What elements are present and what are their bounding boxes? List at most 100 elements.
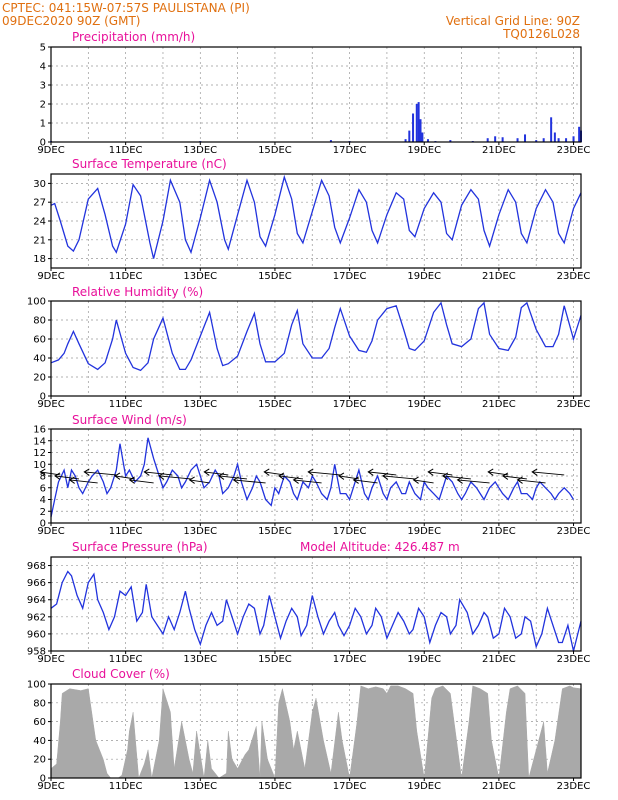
precip-panel: 0 1 2 3 4 5 9DEC 11DEC 13DEC 15DEC 17DEC 19DEC 21DEC… <box>37 43 590 157</box>
cloud-area <box>50 685 582 779</box>
wind-arrowhead <box>307 468 314 476</box>
wind-xtick: 15DEC <box>258 526 292 537</box>
pressure-ytick: 968 <box>27 561 46 572</box>
temp-ytick: 24 <box>33 217 46 228</box>
rh-xtick: 19DEC <box>407 399 441 410</box>
pressure-title: Surface Pressure (hPa) <box>72 540 208 554</box>
cloud-ytick: 20 <box>33 755 46 766</box>
temp-panel: 18 21 24 27 30 9DEC 11DEC 13DEC 15DEC 17DEC 19DEC 2… <box>33 173 591 282</box>
cloud-ytick: 100 <box>27 680 46 691</box>
wind-xtick: 23DEC <box>557 526 591 537</box>
wind-arrow <box>144 471 173 476</box>
rh-title: Relative Humidity (%) <box>72 285 203 299</box>
precip-xtick: 17DEC <box>333 145 367 156</box>
wind-arrow <box>84 471 117 476</box>
precip-ytick: 2 <box>40 100 46 111</box>
precip-ytick: 1 <box>40 119 46 130</box>
precip-bar <box>408 130 411 142</box>
rh-line <box>50 301 582 372</box>
wind-arrowhead <box>501 472 509 480</box>
precip-bar <box>578 126 581 142</box>
pressure-xtick: 21DEC <box>482 654 516 665</box>
wind-arrowhead <box>68 476 75 484</box>
precip-bar <box>421 132 424 142</box>
wind-arrowhead <box>158 472 165 480</box>
pressure-line <box>50 570 582 652</box>
wind-arrowhead <box>531 468 538 476</box>
rh-ytick: 20 <box>33 373 46 384</box>
precip-title: Precipitation (mm/h) <box>72 30 195 44</box>
cloud-xtick: 11DEC <box>109 781 143 792</box>
pressure-panel: 958 960 962 964 966 968 9DEC 11DEC 13DEC 15DEC 17D… <box>27 556 590 665</box>
wind-arrowhead <box>456 476 463 484</box>
precip-bar <box>557 138 560 142</box>
wind-ytick: 16 <box>33 425 46 436</box>
precip-bar <box>417 102 420 142</box>
rh-ytick: 80 <box>33 316 46 327</box>
temp-frame <box>50 173 582 269</box>
wind-arrow <box>233 479 266 484</box>
pressure-annotation: Model Altitude: 426.487 m <box>300 540 460 554</box>
rh-panel: 0 20 40 60 80 100 9DEC 11DEC 13DEC 15DEC 17DEC 19DE… <box>27 297 591 411</box>
cloud-ytick: 0 <box>40 774 46 785</box>
wind-arrowhead <box>381 472 389 480</box>
wind-arrowhead <box>367 468 374 476</box>
wind-xtick: 19DEC <box>407 526 441 537</box>
rh-ytick: 100 <box>27 297 46 308</box>
cloud-xtick: 17DEC <box>333 781 367 792</box>
cloud-xtick: 23DEC <box>557 781 591 792</box>
precip-bar <box>426 139 429 142</box>
precip-ytick: 3 <box>40 81 46 92</box>
header-grid-note: Vertical Grid Line: 90Z <box>446 14 580 28</box>
precip-bar <box>572 136 575 142</box>
wind-arrowhead <box>218 472 225 480</box>
wind-arrow <box>308 471 341 476</box>
cloud-title: Cloud Cover (%) <box>72 667 170 681</box>
rh-xtick: 17DEC <box>333 399 367 410</box>
temp-xtick: 17DEC <box>333 271 367 282</box>
wind-ytick: 8 <box>40 472 46 483</box>
wind-arrowhead <box>114 472 121 480</box>
cloud-xtick: 13DEC <box>183 781 217 792</box>
header-code: TQ0126L028 <box>502 27 580 41</box>
cloud-frame <box>50 683 582 779</box>
precip-xtick: 23DEC <box>557 145 591 156</box>
wind-arrowhead <box>352 476 359 484</box>
wind-arrow <box>158 475 192 480</box>
precip-ytick: 0 <box>40 138 46 149</box>
temp-ytick: 27 <box>33 198 46 209</box>
wind-ytick: 14 <box>33 436 46 447</box>
wind-arrow <box>353 479 378 484</box>
temp-xtick: 9DEC <box>37 271 64 282</box>
precip-bar <box>553 132 556 142</box>
precip-ytick: 4 <box>40 62 46 73</box>
temp-title: Surface Temperature (nC) <box>72 157 227 171</box>
rh-xtick: 23DEC <box>557 399 591 410</box>
wind-arrowhead <box>338 472 345 480</box>
precip-bar <box>535 140 538 142</box>
wind-arrow <box>54 475 80 480</box>
precip-bar <box>494 136 497 142</box>
cloud-ytick: 40 <box>33 736 46 747</box>
wind-ytick: 4 <box>40 495 46 506</box>
precip-bar <box>486 138 489 142</box>
pressure-xtick: 17DEC <box>333 654 367 665</box>
precip-ytick: 5 <box>40 43 46 54</box>
precip-bar <box>565 138 568 142</box>
wind-ytick: 10 <box>33 460 46 471</box>
temp-xtick: 19DEC <box>407 271 441 282</box>
pressure-xtick: 13DEC <box>183 654 217 665</box>
wind-arrowhead <box>188 476 195 484</box>
wind-arrow <box>129 479 154 484</box>
wind-ytick: 6 <box>40 483 46 494</box>
precip-frame <box>50 46 582 143</box>
wind-arrowhead <box>54 472 61 480</box>
temp-xtick: 23DEC <box>557 271 591 282</box>
rh-ytick: 40 <box>33 354 46 365</box>
rh-frame <box>50 300 582 397</box>
wind-frame <box>50 428 582 524</box>
wind-arrowhead <box>143 468 150 476</box>
precip-bar <box>516 138 519 142</box>
wind-ytick: 12 <box>33 448 46 459</box>
